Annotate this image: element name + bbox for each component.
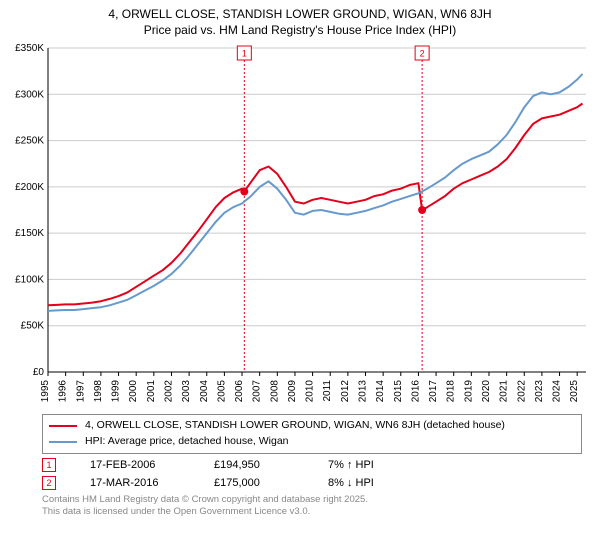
svg-text:2006: 2006 — [234, 380, 245, 403]
svg-text:1999: 1999 — [111, 380, 122, 403]
title-line-1: 4, ORWELL CLOSE, STANDISH LOWER GROUND, … — [8, 6, 592, 22]
svg-text:£0: £0 — [33, 367, 45, 378]
svg-text:1996: 1996 — [58, 380, 69, 403]
svg-text:2000: 2000 — [128, 380, 139, 403]
legend-item-hpi: HPI: Average price, detached house, Wiga… — [49, 434, 575, 450]
svg-text:2014: 2014 — [375, 380, 386, 403]
legend: 4, ORWELL CLOSE, STANDISH LOWER GROUND, … — [42, 414, 582, 454]
legend-swatch-hpi — [49, 441, 77, 443]
svg-text:2012: 2012 — [340, 380, 351, 403]
svg-text:2009: 2009 — [287, 380, 298, 403]
legend-item-subject: 4, ORWELL CLOSE, STANDISH LOWER GROUND, … — [49, 418, 575, 434]
title-block: 4, ORWELL CLOSE, STANDISH LOWER GROUND, … — [8, 6, 592, 38]
event-date-2: 17-MAR-2016 — [90, 477, 180, 489]
event-row-1: 1 17-FEB-2006 £194,950 7% ↑ HPI — [42, 458, 582, 472]
svg-text:1995: 1995 — [40, 380, 51, 403]
svg-text:£350K: £350K — [15, 43, 44, 54]
svg-text:2005: 2005 — [216, 380, 227, 403]
svg-text:2001: 2001 — [146, 380, 157, 403]
svg-text:£50K: £50K — [21, 321, 45, 332]
svg-text:2021: 2021 — [499, 380, 510, 403]
event-marker-2: 2 — [42, 476, 56, 490]
svg-text:2003: 2003 — [181, 380, 192, 403]
event-diff-2: 8% ↓ HPI — [328, 477, 374, 489]
svg-text:£300K: £300K — [15, 90, 44, 101]
svg-text:2018: 2018 — [446, 380, 457, 403]
svg-text:2007: 2007 — [252, 380, 263, 403]
svg-text:2013: 2013 — [358, 380, 369, 403]
svg-text:1997: 1997 — [75, 380, 86, 403]
legend-swatch-subject — [49, 425, 77, 427]
svg-text:2024: 2024 — [552, 380, 563, 403]
svg-text:£250K: £250K — [15, 136, 44, 147]
svg-text:2008: 2008 — [269, 380, 280, 403]
title-line-2: Price paid vs. HM Land Registry's House … — [8, 22, 592, 38]
svg-text:£100K: £100K — [15, 275, 44, 286]
legend-label-subject: 4, ORWELL CLOSE, STANDISH LOWER GROUND, … — [85, 418, 505, 434]
chart-svg: £0 £50K £100K £150K £200K £250K £300K £350K 1995… — [8, 42, 592, 412]
event-marker-2-num: 2 — [46, 478, 51, 488]
svg-text:£150K: £150K — [15, 229, 44, 240]
svg-text:2020: 2020 — [481, 380, 492, 403]
event-row-2: 2 17-MAR-2016 £175,000 8% ↓ HPI — [42, 476, 582, 490]
events-table: 1 17-FEB-2006 £194,950 7% ↑ HPI 2 17-MAR… — [42, 458, 582, 490]
svg-text:2025: 2025 — [569, 380, 580, 403]
svg-text:2022: 2022 — [516, 380, 527, 403]
svg-text:1: 1 — [242, 49, 247, 59]
svg-text:2010: 2010 — [305, 380, 316, 403]
event-price-1: £194,950 — [214, 459, 294, 471]
svg-text:2019: 2019 — [463, 380, 474, 403]
svg-text:2004: 2004 — [199, 380, 210, 403]
svg-text:2: 2 — [420, 49, 425, 59]
chart-container: 4, ORWELL CLOSE, STANDISH LOWER GROUND, … — [0, 0, 600, 560]
legend-label-hpi: HPI: Average price, detached house, Wiga… — [85, 434, 289, 450]
svg-text:2016: 2016 — [410, 380, 421, 403]
footer-attribution: Contains HM Land Registry data © Crown c… — [42, 494, 582, 519]
svg-text:2015: 2015 — [393, 380, 404, 403]
event-marker-1-num: 1 — [46, 460, 51, 470]
svg-text:£200K: £200K — [15, 182, 44, 193]
event-price-2: £175,000 — [214, 477, 294, 489]
svg-text:2002: 2002 — [163, 380, 174, 403]
svg-text:1998: 1998 — [93, 380, 104, 403]
svg-text:2023: 2023 — [534, 380, 545, 403]
event-date-1: 17-FEB-2006 — [90, 459, 180, 471]
event-diff-1: 7% ↑ HPI — [328, 459, 374, 471]
svg-text:2017: 2017 — [428, 380, 439, 403]
footer-line-2: This data is licensed under the Open Gov… — [42, 506, 582, 518]
svg-text:2011: 2011 — [322, 380, 333, 402]
chart-area: £0 £50K £100K £150K £200K £250K £300K £350K 1995… — [8, 42, 592, 412]
footer-line-1: Contains HM Land Registry data © Crown c… — [42, 494, 582, 506]
event-marker-1: 1 — [42, 458, 56, 472]
